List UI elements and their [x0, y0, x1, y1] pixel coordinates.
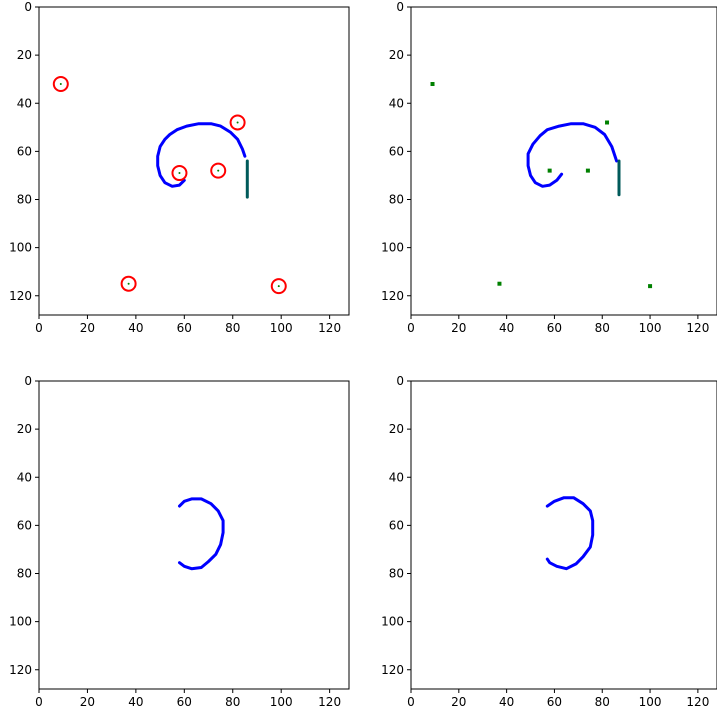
x-tick-label: 80 [595, 695, 610, 709]
panel-bottom-right: 0 20 40 60 80 100 120 0 20 40 60 80 100 120 [381, 374, 717, 709]
marker-ring [270, 278, 287, 295]
x-tick-label: 120 [318, 695, 341, 709]
x-tick-label: 0 [35, 695, 43, 709]
marker-center [236, 121, 239, 124]
marker-center [277, 285, 280, 288]
x-tick-label: 60 [177, 695, 192, 709]
y-tick-label: 60 [17, 518, 32, 532]
y-tick-label: 80 [389, 193, 404, 207]
panel-top-left: 0 20 40 60 80 100 120 0 20 40 60 80 100 120 [9, 0, 350, 335]
dot [585, 168, 590, 173]
y-tick-label: 0 [24, 0, 32, 14]
y-tick-label: 20 [389, 422, 404, 436]
y-tick-label: 20 [17, 48, 32, 62]
marker-center [59, 83, 62, 85]
y-tick-label: 80 [17, 567, 32, 581]
marker-ring [171, 165, 188, 182]
y-tick-label: 100 [9, 241, 32, 255]
marker-ring [210, 162, 227, 179]
y-tick-label: 80 [17, 193, 32, 207]
x-tick-label: 60 [177, 321, 192, 335]
y-tick-label: 120 [381, 289, 404, 303]
marker-center [127, 282, 130, 285]
y-tick-label: 0 [396, 0, 404, 14]
y-tick-label: 40 [17, 96, 32, 110]
x-tick-label: 100 [270, 695, 293, 709]
dot [605, 120, 610, 125]
marker-ring [52, 76, 69, 92]
axes-frame [410, 380, 717, 690]
y-tick-label: 20 [17, 422, 32, 436]
y-tick-label: 0 [396, 374, 404, 388]
x-tick-label: 60 [547, 695, 562, 709]
y-tick-label: 100 [9, 615, 32, 629]
y-tick-label: 60 [389, 518, 404, 532]
y-tick-label: 40 [389, 470, 404, 484]
y-tick-label: 100 [381, 241, 404, 255]
marker-ring [229, 114, 246, 131]
dot [547, 168, 552, 173]
curve [178, 497, 225, 571]
y-tick-label: 40 [17, 470, 32, 484]
x-tick-label: 80 [225, 695, 240, 709]
x-tick-label: 100 [270, 321, 293, 335]
dot [430, 82, 435, 86]
marker-ring [120, 275, 137, 292]
x-tick-label: 0 [407, 321, 415, 335]
panel-top-right: 0 20 40 60 80 100 120 0 20 40 60 80 100 120 [381, 0, 717, 335]
x-tick-label: 80 [225, 321, 240, 335]
curve [156, 122, 247, 188]
y-tick-label: 100 [381, 615, 404, 629]
y-tick-label: 120 [9, 289, 32, 303]
x-tick-label: 40 [499, 695, 514, 709]
panel-bottom-left: 0 20 40 60 80 100 120 0 20 40 60 80 100 120 [9, 374, 350, 709]
x-tick-label: 40 [128, 695, 143, 709]
x-tick-label: 60 [547, 321, 562, 335]
y-tick-label: 80 [389, 567, 404, 581]
x-tick-label: 120 [318, 321, 341, 335]
y-tick-label: 0 [24, 374, 32, 388]
x-tick-label: 0 [407, 695, 415, 709]
marker-center [178, 172, 181, 175]
x-tick-label: 80 [595, 321, 610, 335]
x-tick-label: 20 [80, 695, 95, 709]
x-tick-label: 100 [639, 321, 662, 335]
curve [526, 122, 619, 188]
axes-frame [38, 380, 350, 690]
y-tick-label: 60 [17, 144, 32, 158]
y-tick-label: 120 [9, 663, 32, 677]
x-tick-label: 40 [499, 321, 514, 335]
y-tick-label: 120 [381, 663, 404, 677]
dot [648, 284, 653, 289]
marker-center [217, 169, 220, 172]
x-tick-label: 20 [451, 695, 466, 709]
x-tick-label: 40 [128, 321, 143, 335]
y-tick-label: 40 [389, 96, 404, 110]
y-tick-label: 20 [389, 48, 404, 62]
y-tick-label: 60 [389, 144, 404, 158]
x-tick-label: 20 [451, 321, 466, 335]
x-tick-label: 120 [686, 695, 709, 709]
x-tick-label: 100 [639, 695, 662, 709]
curve [545, 496, 595, 571]
x-tick-label: 120 [686, 321, 709, 335]
x-tick-label: 0 [35, 321, 43, 335]
axes-frame [38, 6, 350, 316]
axes-frame [410, 6, 717, 316]
x-tick-label: 20 [80, 321, 95, 335]
dot [497, 281, 502, 286]
